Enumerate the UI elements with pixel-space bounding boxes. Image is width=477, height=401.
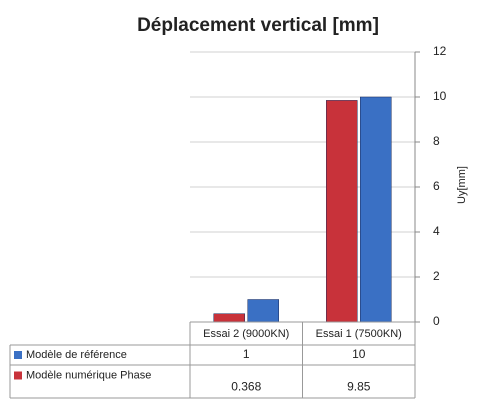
bar	[326, 100, 358, 323]
legend-swatch	[14, 351, 22, 359]
y-axis-label: Uy[mm]	[456, 166, 468, 204]
table-value: 10	[352, 347, 366, 361]
table-value: 1	[243, 347, 250, 361]
y-tick-label: 2	[433, 269, 440, 283]
bar	[360, 96, 392, 323]
y-tick-label: 10	[433, 89, 447, 103]
legend-label: Modèle de référence	[26, 349, 127, 361]
x-tick-label: Essai 2 (9000KN)	[203, 328, 289, 340]
y-tick-label: 0	[433, 314, 440, 328]
bar	[247, 299, 279, 323]
table-value: 0.368	[231, 380, 261, 394]
legend-label: Modèle numérique Phase	[26, 369, 151, 381]
legend-swatch	[14, 371, 22, 380]
bar	[213, 313, 245, 323]
y-tick-label: 6	[433, 179, 440, 193]
y-tick-label: 4	[433, 224, 440, 238]
y-tick-label: 8	[433, 134, 440, 148]
y-tick-label: 12	[433, 44, 447, 58]
table-value: 9.85	[347, 380, 371, 394]
x-tick-label: Essai 1 (7500KN)	[316, 328, 402, 340]
chart-title: Déplacement vertical [mm]	[137, 15, 379, 36]
